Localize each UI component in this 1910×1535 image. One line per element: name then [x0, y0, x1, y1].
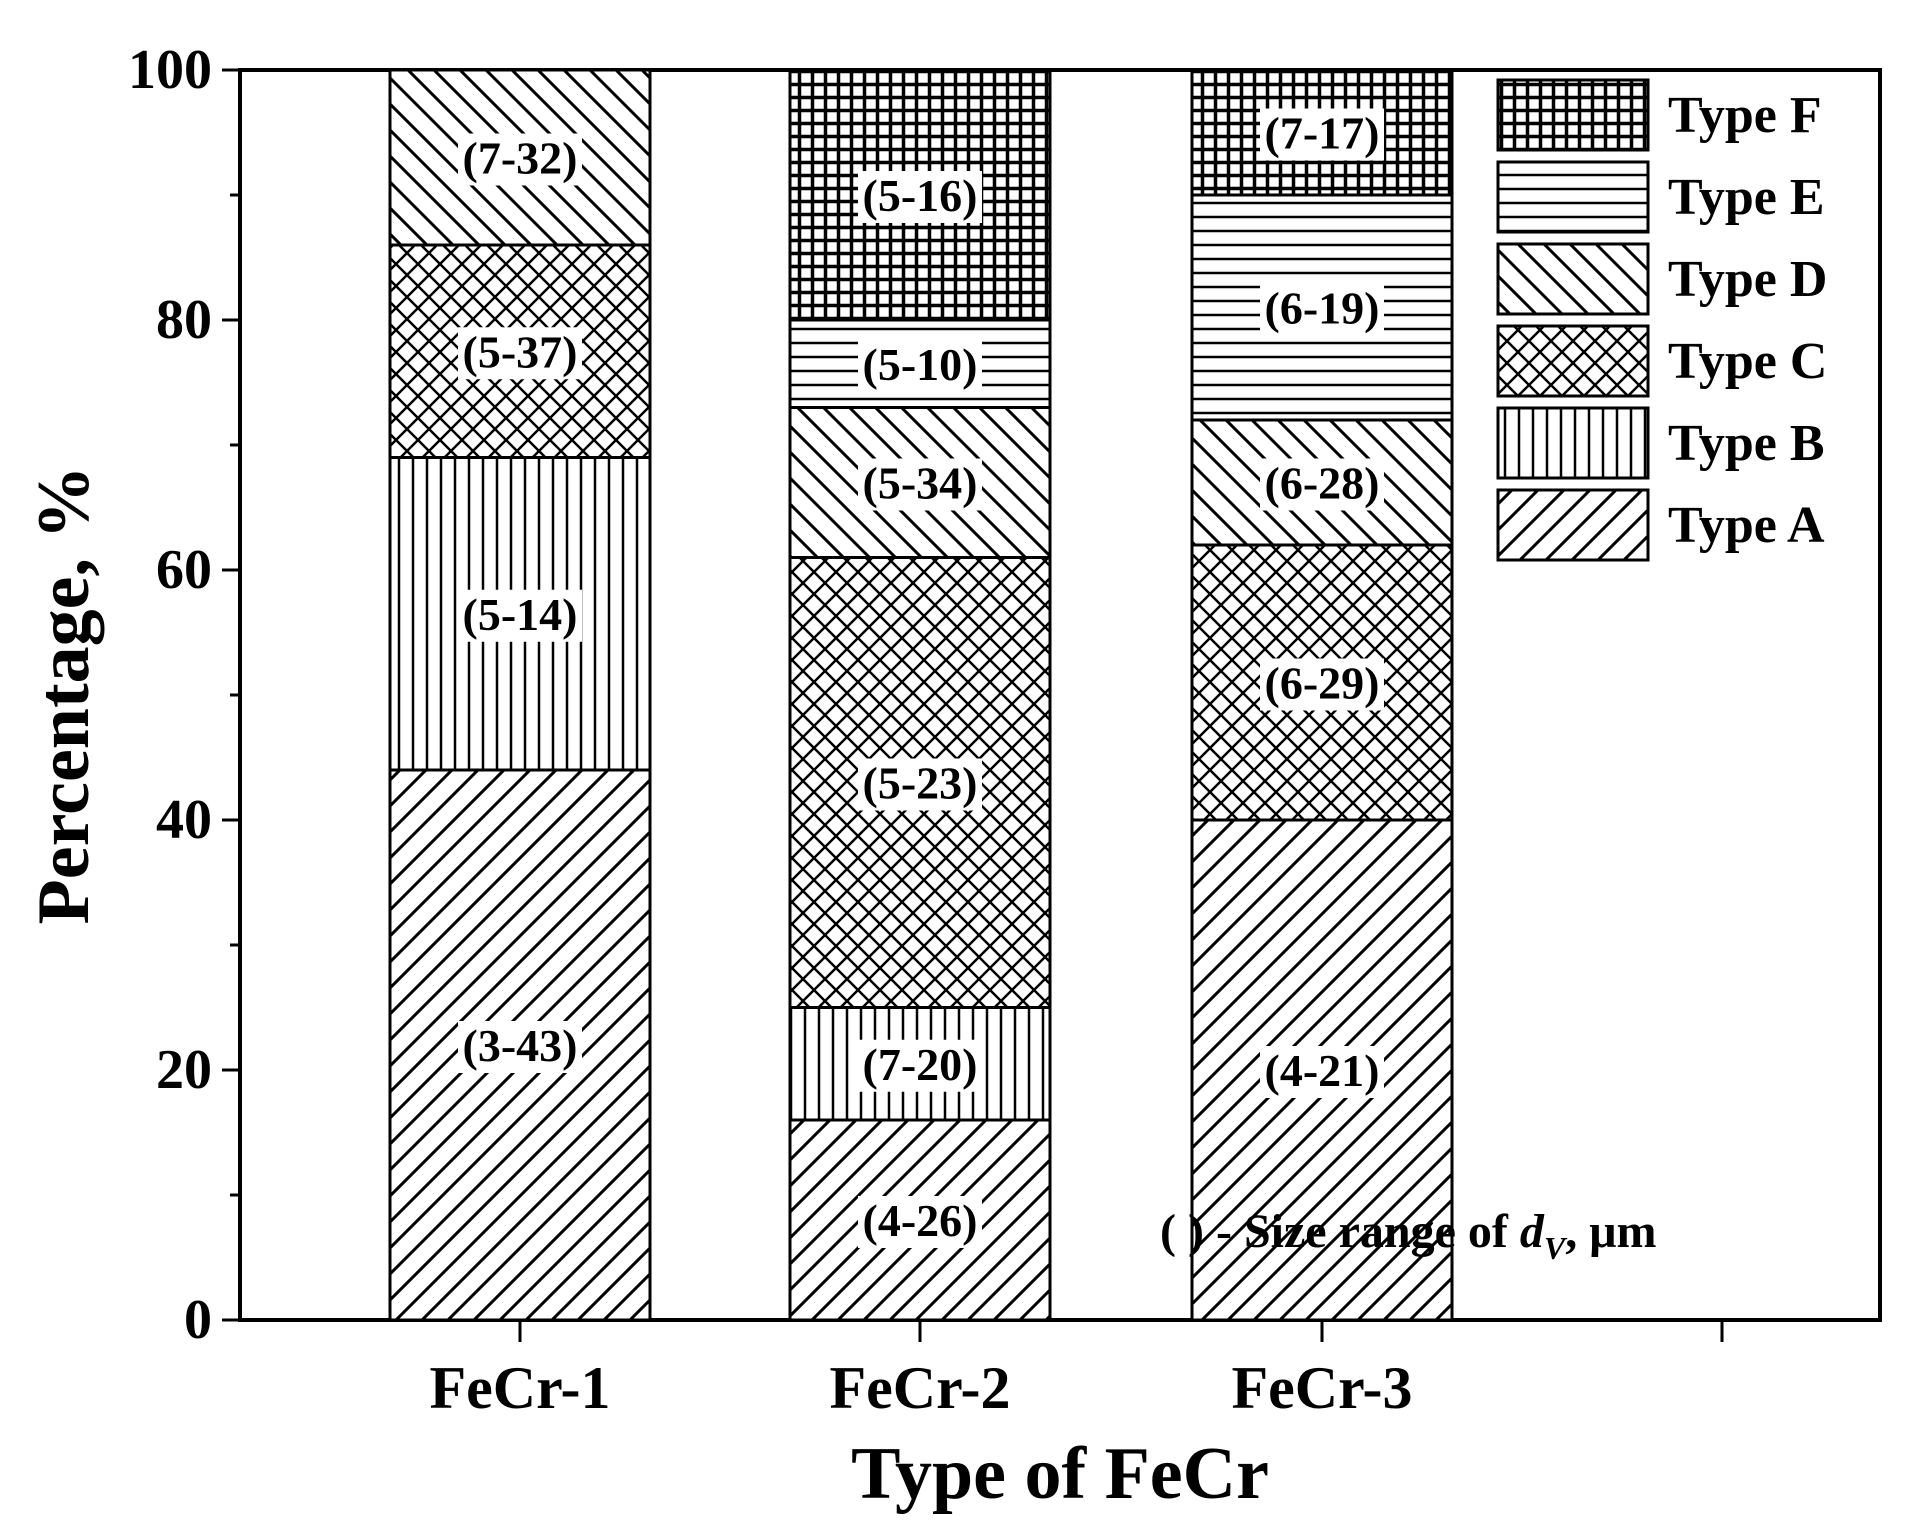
legend: Type F Type E Type D Type C Type B Type A	[1496, 78, 1827, 562]
size-range-note: ( ) - Size range of dV, μm	[1160, 1205, 1656, 1266]
x-tick-label-fecr-3: FeCr-3	[1232, 1355, 1413, 1421]
legend-label-type-b: Type B	[1668, 415, 1825, 472]
note-suffix: , μm	[1565, 1205, 1656, 1258]
label-bg	[458, 1021, 582, 1073]
legend-label-type-d: Type D	[1668, 251, 1827, 308]
y-axis-title: Percentage, %	[23, 466, 105, 925]
data-label-fecr-2-type-a: (4-26)	[863, 1195, 978, 1246]
legend-swatch-type-a	[1496, 488, 1650, 562]
data-label-fecr-2-type-c: (5-23)	[863, 758, 978, 809]
data-label-fecr-3-type-a: (4-21)	[1265, 1045, 1380, 1096]
data-label-fecr-1-type-d: (7-32)	[463, 133, 578, 184]
label-bg	[1260, 1046, 1384, 1098]
label-bg	[858, 171, 982, 223]
data-label-fecr-2-type-f: (5-16)	[863, 170, 978, 221]
note-var: d	[1520, 1205, 1545, 1258]
data-label-fecr-2-type-d: (5-34)	[863, 458, 978, 509]
label-bg	[858, 758, 982, 811]
data-label-fecr-2-type-b: (7-20)	[863, 1039, 978, 1090]
label-bg	[1260, 658, 1384, 711]
y-tick-label-40: 40	[156, 789, 212, 851]
data-label-fecr-3-type-c: (6-29)	[1265, 658, 1380, 709]
legend-label-type-e: Type E	[1668, 169, 1825, 226]
legend-swatch-type-e	[1496, 160, 1650, 234]
x-tick-label-fecr-1: FeCr-1	[430, 1355, 611, 1421]
data-label-fecr-3-type-e: (6-19)	[1265, 283, 1380, 334]
legend-label-type-a: Type A	[1668, 497, 1825, 554]
legend-swatch-type-c	[1496, 324, 1650, 398]
data-label-fecr-1-type-a: (3-43)	[463, 1020, 578, 1071]
data-label-fecr-3-type-f: (7-17)	[1265, 108, 1380, 159]
axes: 0 20 40 60 80 100 FeCr-1 FeCr-2 FeCr-3	[128, 39, 1724, 1421]
y-tick-label-0: 0	[184, 1289, 212, 1351]
data-label-fecr-2-type-e: (5-10)	[863, 339, 978, 390]
note-sub: V	[1544, 1230, 1568, 1266]
y-tick-label-60: 60	[156, 539, 212, 601]
legend-label-type-c: Type C	[1668, 333, 1827, 390]
y-tick-label-80: 80	[156, 289, 212, 351]
label-bg	[858, 1196, 982, 1248]
y-tick-label-20: 20	[156, 1039, 212, 1101]
legend-swatch-type-b	[1496, 406, 1650, 480]
data-label-fecr-1-type-b: (5-14)	[463, 589, 578, 640]
y-tick-label-100: 100	[128, 39, 212, 101]
note-prefix: ( ) - Size range of	[1160, 1205, 1520, 1258]
label-bg	[1260, 283, 1384, 336]
label-bg	[1260, 458, 1384, 511]
label-bg	[458, 327, 582, 380]
x-axis-title: Type of FeCr	[851, 1433, 1269, 1515]
label-bg	[458, 589, 582, 642]
label-bg	[858, 1039, 982, 1092]
legend-swatch-type-f	[1496, 78, 1650, 152]
data-label-fecr-3-type-d: (6-28)	[1265, 458, 1380, 509]
label-bg	[858, 339, 982, 392]
legend-swatch-type-d	[1496, 242, 1650, 316]
data-label-fecr-1-type-c: (5-37)	[463, 326, 578, 377]
segment-labels: (3-43) (5-14) (5-37) (7-32) (4-26) (7-20) (5-2…	[458, 108, 1384, 1248]
legend-label-type-f: Type F	[1668, 87, 1822, 144]
label-bg	[458, 133, 582, 186]
x-tick-label-fecr-2: FeCr-2	[830, 1355, 1011, 1421]
label-bg	[858, 458, 982, 511]
label-bg	[1260, 108, 1384, 161]
